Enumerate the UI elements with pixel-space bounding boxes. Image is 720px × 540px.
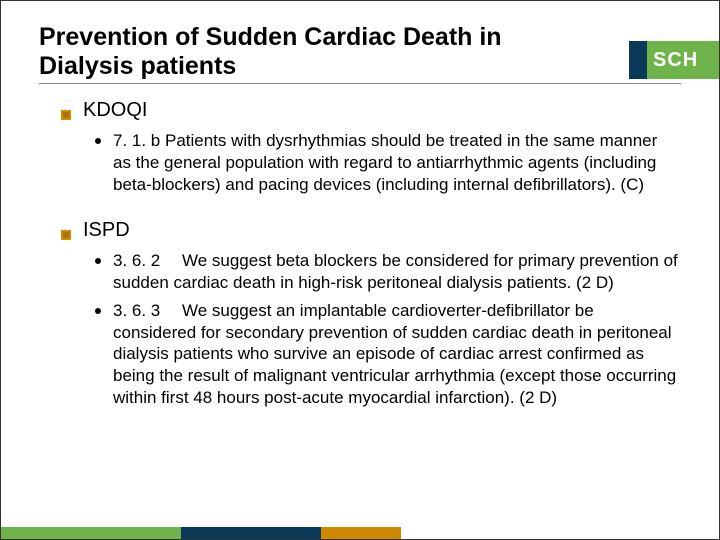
title-block: Prevention of Sudden Cardiac Death in Di…: [39, 23, 599, 81]
brand-logo: SCH: [629, 41, 719, 79]
section-heading: ISPD: [83, 219, 130, 242]
list-item: 3. 6. 2 We suggest beta blockers be cons…: [95, 250, 679, 294]
footer-segment-gold: [321, 527, 401, 539]
section-ispd: ISPD 3. 6. 2 We suggest beta blockers be…: [61, 219, 679, 408]
list-item: 3. 6. 3 We suggest an implantable cardio…: [95, 300, 679, 409]
logo-text: SCH: [647, 41, 719, 79]
square-bullet-icon: [61, 230, 71, 240]
section-header: KDOQI: [61, 99, 679, 122]
dot-bullet-icon: [95, 258, 101, 264]
section-kdoqi: KDOQI 7. 1. b Patients with dysrhythmias…: [61, 99, 679, 195]
item-text: 3. 6. 2 We suggest beta blockers be cons…: [113, 250, 679, 294]
list-item: 7. 1. b Patients with dysrhythmias shoul…: [95, 130, 679, 195]
slide-title: Prevention of Sudden Cardiac Death in Di…: [39, 23, 599, 81]
section-heading: KDOQI: [83, 99, 147, 122]
item-text: 3. 6. 3 We suggest an implantable cardio…: [113, 300, 679, 409]
footer-segment-navy: [181, 527, 321, 539]
dot-bullet-icon: [95, 308, 101, 314]
footer-bar: [1, 527, 719, 539]
title-underline: [39, 83, 681, 84]
slide: Prevention of Sudden Cardiac Death in Di…: [0, 0, 720, 540]
item-text: 7. 1. b Patients with dysrhythmias shoul…: [113, 130, 679, 195]
section-header: ISPD: [61, 219, 679, 242]
footer-segment-blank: [401, 527, 719, 539]
content-area: KDOQI 7. 1. b Patients with dysrhythmias…: [61, 99, 679, 433]
square-bullet-icon: [61, 110, 71, 120]
footer-segment-green: [1, 527, 181, 539]
dot-bullet-icon: [95, 138, 101, 144]
logo-stripe-icon: [629, 41, 647, 79]
